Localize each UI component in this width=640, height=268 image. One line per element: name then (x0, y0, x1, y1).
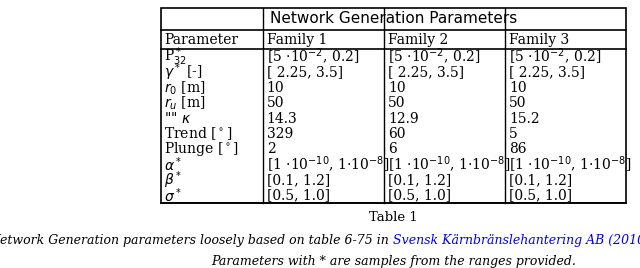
Text: 50: 50 (388, 96, 405, 110)
Text: 5: 5 (509, 127, 518, 141)
Text: $\alpha^*$: $\alpha^*$ (164, 155, 182, 174)
Text: Table 1: Table 1 (369, 211, 418, 224)
Text: Family 2: Family 2 (388, 33, 448, 47)
Text: Parameter: Parameter (164, 33, 239, 47)
Text: [0.5, 1.0]: [0.5, 1.0] (267, 188, 330, 203)
Text: [1 $\cdot$10$^{-10}$, 1$\cdot$10$^{-8}$]: [1 $\cdot$10$^{-10}$, 1$\cdot$10$^{-8}$] (388, 155, 510, 175)
Text: $\sigma^*$: $\sigma^*$ (164, 186, 182, 205)
Text: 15.2: 15.2 (509, 112, 540, 126)
Text: [0.1, 1.2]: [0.1, 1.2] (388, 173, 451, 187)
Text: Family 1: Family 1 (267, 33, 327, 47)
Text: Parameters with * are samples from the ranges provided.: Parameters with * are samples from the r… (211, 255, 576, 268)
Text: [5 $\cdot$10$^{-2}$, 0.2]: [5 $\cdot$10$^{-2}$, 0.2] (388, 47, 480, 67)
Text: 6: 6 (388, 142, 397, 157)
Text: 10: 10 (509, 81, 527, 95)
Text: [ 2.25, 3.5]: [ 2.25, 3.5] (267, 66, 343, 80)
Text: $\gamma^*$ [-]: $\gamma^*$ [-] (164, 62, 203, 83)
Text: 60: 60 (388, 127, 405, 141)
Text: 2: 2 (267, 142, 275, 157)
Text: $r_u$ [m]: $r_u$ [m] (164, 95, 205, 112)
Text: Svensk Kärnbränslehantering AB (2010): Svensk Kärnbränslehantering AB (2010) (394, 234, 640, 247)
Text: Network Generation parameters loosely based on table 6-75 in: Network Generation parameters loosely ba… (0, 234, 394, 247)
Text: [0.1, 1.2]: [0.1, 1.2] (509, 173, 572, 187)
Text: Network Generation Parameters: Network Generation Parameters (269, 11, 517, 26)
Text: [0.5, 1.0]: [0.5, 1.0] (388, 188, 451, 203)
Text: 14.3: 14.3 (267, 112, 298, 126)
Bar (161, 8, 627, 203)
Text: $r_0$ [m]: $r_0$ [m] (164, 79, 205, 96)
Text: 50: 50 (509, 96, 527, 110)
Text: [0.1, 1.2]: [0.1, 1.2] (267, 173, 330, 187)
Text: [1 $\cdot$10$^{-10}$, 1$\cdot$10$^{-8}$]: [1 $\cdot$10$^{-10}$, 1$\cdot$10$^{-8}$] (267, 155, 389, 175)
Text: 50: 50 (267, 96, 284, 110)
Text: [5 $\cdot$10$^{-2}$, 0.2]: [5 $\cdot$10$^{-2}$, 0.2] (267, 47, 359, 67)
Text: [1 $\cdot$10$^{-10}$, 1$\cdot$10$^{-8}$]: [1 $\cdot$10$^{-10}$, 1$\cdot$10$^{-8}$] (509, 155, 632, 175)
Text: 86: 86 (509, 142, 527, 157)
Text: 12.9: 12.9 (388, 112, 419, 126)
Text: $\beta^*$: $\beta^*$ (164, 169, 182, 191)
Text: 10: 10 (388, 81, 406, 95)
Text: [ 2.25, 3.5]: [ 2.25, 3.5] (388, 66, 464, 80)
Text: [ 2.25, 3.5]: [ 2.25, 3.5] (509, 66, 585, 80)
Text: "" $\kappa$: "" $\kappa$ (164, 111, 191, 126)
Text: [0.5, 1.0]: [0.5, 1.0] (509, 188, 572, 203)
Text: [5 $\cdot$10$^{-2}$, 0.2]: [5 $\cdot$10$^{-2}$, 0.2] (509, 47, 601, 67)
Text: Trend [$^\circ$]: Trend [$^\circ$] (164, 126, 232, 142)
Text: 329: 329 (267, 127, 293, 141)
Text: Plunge [$^\circ$]: Plunge [$^\circ$] (164, 140, 239, 158)
Text: P$^*_{32}$: P$^*_{32}$ (164, 46, 187, 68)
Text: Family 3: Family 3 (509, 33, 569, 47)
Text: 10: 10 (267, 81, 284, 95)
